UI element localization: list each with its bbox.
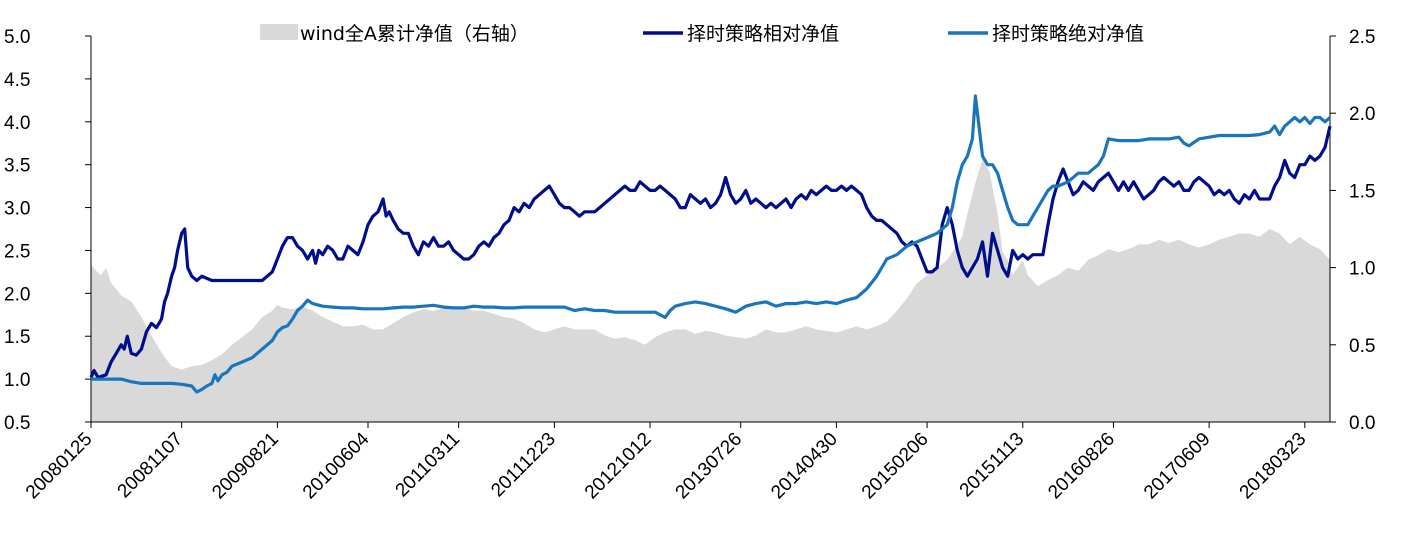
y-right-tick-label: 0.5	[1349, 336, 1375, 357]
y-left-tick-label: 5.0	[4, 27, 30, 48]
x-tick-label: 20151113	[956, 429, 1029, 502]
legend: wind全A累计净值（右轴） 择时策略相对净值 择时策略绝对净值	[260, 23, 1144, 45]
x-tick-label: 20160826	[1044, 429, 1119, 504]
area-layer	[91, 159, 1330, 422]
legend-label: wind全A累计净值（右轴）	[300, 23, 529, 45]
y-left-tick-label: 1.0	[4, 370, 30, 391]
x-tick-label: 20090821	[208, 429, 283, 504]
y-right-tick-label: 0.0	[1349, 413, 1375, 434]
x-tick-label: 20111223	[487, 429, 560, 502]
x-tick-label: 20110311	[392, 429, 465, 502]
series-line-relative-nav	[89, 125, 1332, 379]
x-tick-label: 20130726	[672, 429, 747, 504]
y-right-tick-label: 2.0	[1349, 104, 1375, 125]
line-layer	[89, 94, 1332, 394]
x-tick-label: 20180323	[1236, 429, 1311, 504]
y-left-tick-label: 0.5	[4, 413, 30, 434]
y-left-tick-label: 3.5	[4, 156, 30, 177]
series-area-wind-a	[91, 159, 1330, 422]
x-tick-label: 20080125	[22, 429, 97, 504]
legend-item: 择时策略相对净值	[643, 23, 839, 45]
x-tick-label: 20081107	[114, 429, 188, 503]
y-left-tick-label: 2.0	[4, 284, 30, 305]
legend-label: 择时策略绝对净值	[992, 23, 1144, 45]
legend-item: wind全A累计净值（右轴）	[260, 23, 529, 45]
y-right-tick-label: 1.0	[1349, 259, 1375, 280]
y-left-tick-label: 4.5	[4, 70, 30, 91]
series-line-absolute-nav	[91, 94, 1332, 394]
y-left-tick-label: 4.0	[4, 113, 30, 134]
x-tick-label: 20100604	[299, 428, 374, 503]
y-left-tick-label: 1.5	[4, 327, 30, 348]
legend-label: 择时策略相对净值	[687, 23, 839, 45]
y-right-tick-label: 2.5	[1349, 27, 1375, 48]
y-left-tick-label: 2.5	[4, 241, 30, 262]
x-tick-label: 20170609	[1140, 429, 1215, 504]
x-tick-label: 20150206	[858, 429, 933, 504]
x-tick-label: 20140430	[767, 429, 842, 504]
y-right-tick-label: 1.5	[1349, 181, 1375, 202]
y-left-tick-label: 3.0	[4, 199, 30, 220]
legend-item: 择时策略绝对净值	[948, 23, 1144, 45]
legend-swatch-area	[260, 24, 298, 40]
x-tick-label: 20121012	[581, 429, 656, 504]
